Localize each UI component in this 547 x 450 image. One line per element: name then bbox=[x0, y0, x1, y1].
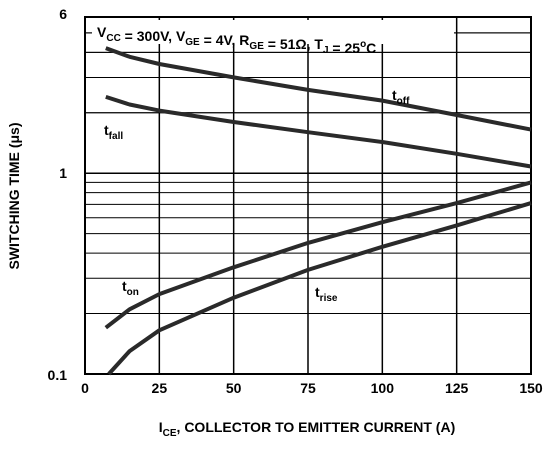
x-tick-label: 150 bbox=[519, 380, 543, 396]
y-tick-label: 1 bbox=[59, 165, 67, 181]
y-axis-title: SWITCHING TIME (μs) bbox=[6, 123, 22, 270]
x-tick-label: 50 bbox=[226, 380, 242, 396]
y-tick-label: 0.1 bbox=[48, 367, 68, 383]
series-t-fall-line bbox=[105, 94, 532, 169]
series-t-rise-line bbox=[107, 201, 532, 376]
x-tick-label: 0 bbox=[81, 380, 89, 396]
x-axis-title: ICE, COLLECTOR TO EMITTER CURRENT (A) bbox=[159, 419, 456, 439]
tick-labels: 0 25 50 75 100 125 150 0.1 1 6 bbox=[48, 6, 543, 396]
conditions-annotation: VCC = 300V, VGE = 4V, RGE = 51Ω, TJ = 25… bbox=[97, 24, 376, 56]
x-tick-label: 75 bbox=[300, 380, 316, 396]
series-label-t-rise: trise bbox=[315, 284, 338, 304]
plot-frame bbox=[84, 16, 532, 375]
series-label-t-off: toff bbox=[392, 87, 410, 107]
series-label-t-on: ton bbox=[122, 278, 139, 298]
y-tick-label: 6 bbox=[59, 6, 67, 22]
curves bbox=[104, 46, 532, 376]
curve-labels: toff tfall ton trise bbox=[104, 87, 410, 304]
grid bbox=[85, 17, 531, 374]
x-tick-label: 100 bbox=[371, 380, 395, 396]
conditions-background bbox=[92, 20, 454, 44]
x-tick-label: 125 bbox=[445, 380, 469, 396]
x-tick-label: 25 bbox=[152, 380, 168, 396]
series-t-off-line bbox=[105, 46, 532, 132]
series-label-t-fall: tfall bbox=[104, 122, 123, 142]
series-t-on-line bbox=[104, 180, 532, 330]
